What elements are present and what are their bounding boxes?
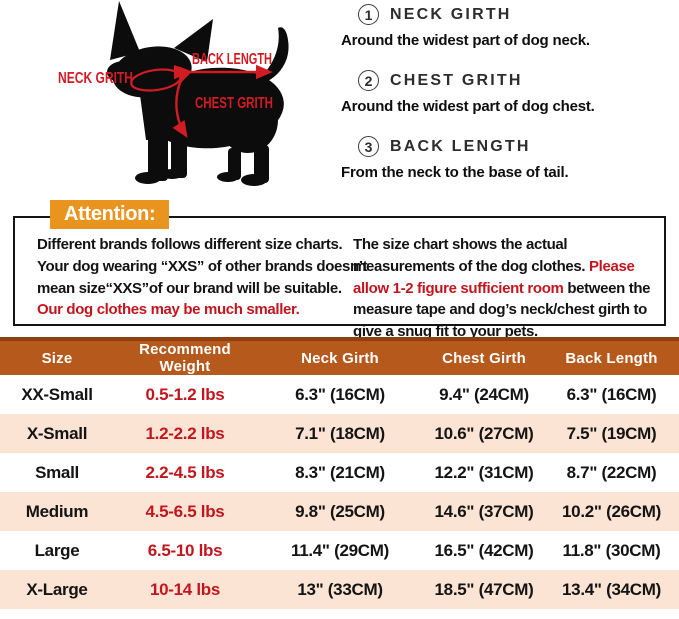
cell-size: Large	[34, 540, 80, 560]
cell-size: Medium	[25, 501, 89, 521]
table-header-row: Size Recommend Weight Neck Girth Chest G…	[0, 337, 679, 375]
cell-back-length: 13.4" (34CM)	[562, 579, 661, 599]
table-row: Large 6.5-10 lbs 11.4" (29CM) 16.5" (42C…	[0, 531, 679, 570]
attention-note-left: Different brands follows different size …	[37, 234, 368, 343]
size-table: Size Recommend Weight Neck Girth Chest G…	[0, 337, 679, 609]
cell-chest-girth: 10.6" (27CM)	[434, 423, 534, 443]
attention-text: The size chart shows the actual measurem…	[353, 236, 590, 275]
attention-line: Different brands follows different size …	[37, 236, 343, 253]
header-cell-back-length: Back Length	[544, 337, 679, 375]
neck-girth-label: NECK GRITH	[58, 70, 133, 87]
cell-back-length: 7.5" (19CM)	[566, 423, 657, 443]
attention-line-warning: Our dog clothes may be much smaller.	[37, 301, 300, 319]
guide-title: NECK GIRTH	[390, 5, 512, 23]
cell-weight: 6.5-10 lbs	[147, 540, 223, 560]
cell-back-length: 8.7" (22CM)	[566, 462, 657, 482]
guide-desc: Around the widest part of dog chest.	[341, 98, 595, 115]
cell-neck-girth: 6.3" (16CM)	[295, 384, 385, 404]
number-circle-1: 1	[358, 4, 379, 25]
cell-size: X-Small	[26, 423, 88, 443]
guide-item-neck-girth: 1 NECK GIRTH Around the widest part of d…	[341, 4, 677, 49]
cell-chest-girth: 12.2" (31CM)	[434, 462, 534, 482]
cell-neck-girth: 9.8" (25CM)	[295, 501, 385, 521]
chest-girth-label: CHEST GRITH	[195, 95, 273, 112]
cell-back-length: 11.8" (30CM)	[562, 540, 661, 560]
cell-weight: 10-14 lbs	[149, 579, 221, 599]
back-length-label: BACK LENGTH	[192, 51, 272, 68]
attention-text: between the measure tape and dog’s neck/…	[353, 279, 651, 341]
table-row: XX-Small 0.5-1.2 lbs 6.3" (16CM) 9.4" (2…	[0, 375, 679, 414]
guide-item-back-length: 3 BACK LENGTH From the neck to the base …	[341, 136, 677, 181]
number-circle-3: 3	[358, 136, 379, 157]
table-row: Small 2.2-4.5 lbs 8.3" (21CM) 12.2" (31C…	[0, 453, 679, 492]
cell-chest-girth: 18.5" (47CM)	[434, 579, 534, 599]
cell-weight: 4.5-6.5 lbs	[145, 501, 225, 521]
cell-size: Small	[35, 462, 79, 482]
table-row: X-Small 1.2-2.2 lbs 7.1" (18CM) 10.6" (2…	[0, 414, 679, 453]
header-cell-size: Size	[0, 337, 114, 375]
cell-neck-girth: 11.4" (29CM)	[290, 540, 389, 560]
table-row: X-Large 10-14 lbs 13" (33CM) 18.5" (47CM…	[0, 570, 679, 609]
header-cell-recommend-weight: Recommend Weight	[114, 337, 256, 375]
attention-line: Your dog wearing “XXS” of other brands d…	[37, 257, 368, 275]
cell-back-length: 10.2" (26CM)	[562, 501, 661, 521]
guide-title: CHEST GRITH	[390, 71, 523, 89]
cell-size: X-Large	[26, 579, 88, 599]
cell-chest-girth: 16.5" (42CM)	[434, 540, 534, 560]
chest-girth-arrow	[172, 66, 193, 139]
attention-line: mean size“XXS”of our brand will be suita…	[37, 279, 342, 297]
header-cell-chest-girth: Chest Girth	[424, 337, 544, 375]
dog-measure-diagram: NECK GRITH BACK LENGTH CHEST GRITH	[0, 0, 340, 200]
cell-neck-girth: 8.3" (21CM)	[295, 462, 385, 482]
attention-label: Attention:	[50, 200, 170, 229]
guide-title: BACK LENGTH	[390, 137, 531, 155]
cell-back-length: 6.3" (16CM)	[566, 384, 657, 404]
attention-note-right: The size chart shows the actual measurem…	[353, 234, 654, 343]
table-row: Medium 4.5-6.5 lbs 9.8" (25CM) 14.6" (37…	[0, 492, 679, 531]
cell-chest-girth: 9.4" (24CM)	[439, 384, 529, 404]
cell-neck-girth: 13" (33CM)	[297, 579, 383, 599]
cell-chest-girth: 14.6" (37CM)	[434, 501, 534, 521]
cell-size: XX-Small	[21, 384, 93, 404]
dog-silhouette	[107, 1, 289, 186]
guide-item-chest-girth: 2 CHEST GRITH Around the widest part of …	[341, 70, 677, 115]
guide-desc: Around the widest part of dog neck.	[341, 32, 590, 49]
guide-desc: From the neck to the base of tail.	[341, 164, 569, 181]
cell-weight: 2.2-4.5 lbs	[145, 462, 225, 482]
attention-text-warning: Please allow 1-2 figure sufficient room	[353, 257, 635, 297]
cell-weight: 1.2-2.2 lbs	[145, 423, 225, 443]
number-circle-2: 2	[358, 70, 379, 91]
header-cell-neck-girth: Neck Girth	[256, 337, 424, 375]
measure-guide: 1 NECK GIRTH Around the widest part of d…	[341, 4, 677, 202]
cell-weight: 0.5-1.2 lbs	[145, 384, 225, 404]
attention-box: Attention: Different brands follows diff…	[13, 200, 666, 340]
dog-figure: NECK GRITH BACK LENGTH CHEST GRITH	[58, 1, 289, 186]
cell-neck-girth: 7.1" (18CM)	[295, 423, 385, 443]
